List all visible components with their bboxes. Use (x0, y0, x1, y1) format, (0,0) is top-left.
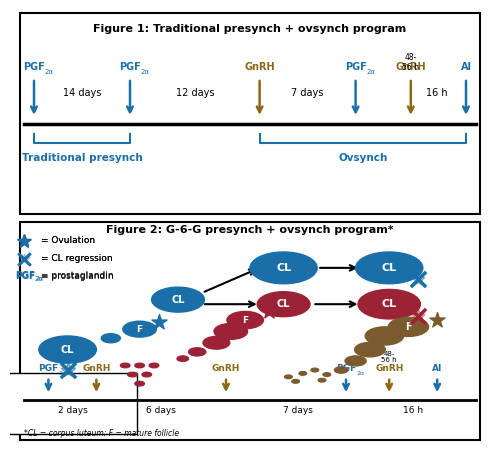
Circle shape (323, 373, 330, 376)
Circle shape (188, 348, 206, 356)
Circle shape (284, 375, 292, 379)
Circle shape (149, 363, 159, 368)
Circle shape (177, 356, 188, 361)
Text: Figure 1: Traditional presynch + ovsynch program: Figure 1: Traditional presynch + ovsynch… (94, 24, 406, 34)
Circle shape (128, 372, 137, 377)
Text: 48-
56 h: 48- 56 h (382, 350, 397, 363)
Circle shape (356, 252, 423, 284)
Text: 48-
56 h: 48- 56 h (402, 53, 419, 72)
Circle shape (365, 327, 404, 345)
Text: 7 days: 7 days (283, 406, 313, 415)
Text: = Ovulation: = Ovulation (41, 236, 96, 245)
Text: 14 days: 14 days (63, 88, 101, 98)
Point (414, 276, 422, 283)
Text: 6 days: 6 days (146, 406, 176, 415)
Text: AI: AI (460, 62, 471, 72)
Circle shape (292, 380, 300, 383)
Text: = Ovulation: = Ovulation (41, 236, 96, 245)
Text: 2 days: 2 days (58, 406, 88, 415)
Circle shape (354, 342, 386, 357)
FancyBboxPatch shape (20, 13, 480, 214)
Text: F: F (405, 322, 411, 332)
Text: Ovsynch: Ovsynch (338, 153, 388, 163)
Circle shape (358, 289, 420, 319)
Text: 2α: 2α (356, 370, 364, 376)
Text: PGF: PGF (38, 365, 58, 373)
Circle shape (299, 371, 306, 375)
Circle shape (318, 378, 326, 382)
Circle shape (214, 323, 248, 339)
Text: GnRH: GnRH (375, 365, 404, 373)
Point (155, 319, 163, 326)
Text: GnRH: GnRH (244, 62, 275, 72)
Circle shape (123, 321, 156, 337)
Point (64, 366, 72, 374)
FancyBboxPatch shape (8, 373, 137, 434)
Circle shape (311, 368, 318, 372)
Text: CL: CL (171, 295, 185, 305)
Circle shape (39, 336, 96, 363)
Text: 12 days: 12 days (176, 88, 214, 98)
Text: PGF: PGF (15, 272, 35, 281)
Circle shape (101, 334, 120, 343)
Text: PGF: PGF (119, 62, 141, 72)
Point (414, 312, 422, 319)
Text: PGF: PGF (23, 62, 45, 72)
Point (20, 255, 28, 262)
Text: *CL = corpus luteum; F = mature follicle: *CL = corpus luteum; F = mature follicle (24, 429, 180, 438)
Text: 2α: 2α (35, 276, 44, 282)
Text: = CL regression: = CL regression (41, 254, 113, 263)
Text: GnRH: GnRH (396, 62, 426, 72)
Text: GnRH: GnRH (82, 365, 110, 373)
Text: PGF: PGF (15, 271, 35, 280)
Point (433, 316, 441, 324)
Text: = CL regression: = CL regression (41, 254, 113, 263)
Text: 2α: 2α (59, 370, 67, 376)
Text: CL: CL (276, 263, 291, 273)
Text: F: F (242, 316, 248, 325)
Text: CL: CL (277, 299, 290, 309)
Text: Figure 2: G-6-G presynch + ovsynch program*: Figure 2: G-6-G presynch + ovsynch progr… (106, 225, 394, 235)
Text: CL: CL (61, 345, 74, 355)
Text: GnRH: GnRH (212, 365, 240, 373)
Circle shape (345, 356, 366, 366)
Text: 7 days: 7 days (292, 88, 324, 98)
Text: 16 h: 16 h (403, 406, 423, 415)
Circle shape (257, 291, 310, 317)
Point (414, 312, 422, 319)
Circle shape (152, 287, 204, 312)
Text: Traditional presynch: Traditional presynch (22, 153, 142, 163)
Text: PGF: PGF (336, 365, 356, 373)
Circle shape (388, 317, 428, 336)
Point (414, 276, 422, 283)
Text: 16 h: 16 h (426, 88, 448, 98)
Circle shape (334, 367, 348, 373)
Text: 2α: 2α (44, 69, 54, 75)
Text: = prostaglandin: = prostaglandin (41, 272, 114, 281)
Circle shape (142, 372, 152, 377)
Circle shape (120, 363, 130, 368)
Point (265, 307, 273, 315)
Text: 2α: 2α (366, 69, 375, 75)
Circle shape (250, 252, 317, 284)
Text: 2α: 2α (36, 276, 44, 281)
Text: F: F (136, 325, 142, 334)
Circle shape (135, 381, 144, 386)
Text: CL: CL (382, 299, 397, 309)
Text: 2α: 2α (140, 69, 149, 75)
Point (20, 237, 28, 244)
Point (64, 366, 72, 374)
Text: PGF: PGF (344, 62, 366, 72)
Circle shape (227, 311, 264, 329)
Circle shape (135, 363, 144, 368)
Text: CL: CL (382, 263, 397, 273)
Text: = prostaglandin: = prostaglandin (41, 271, 114, 280)
Text: AI: AI (432, 365, 442, 373)
Circle shape (203, 336, 230, 349)
FancyBboxPatch shape (20, 222, 480, 440)
